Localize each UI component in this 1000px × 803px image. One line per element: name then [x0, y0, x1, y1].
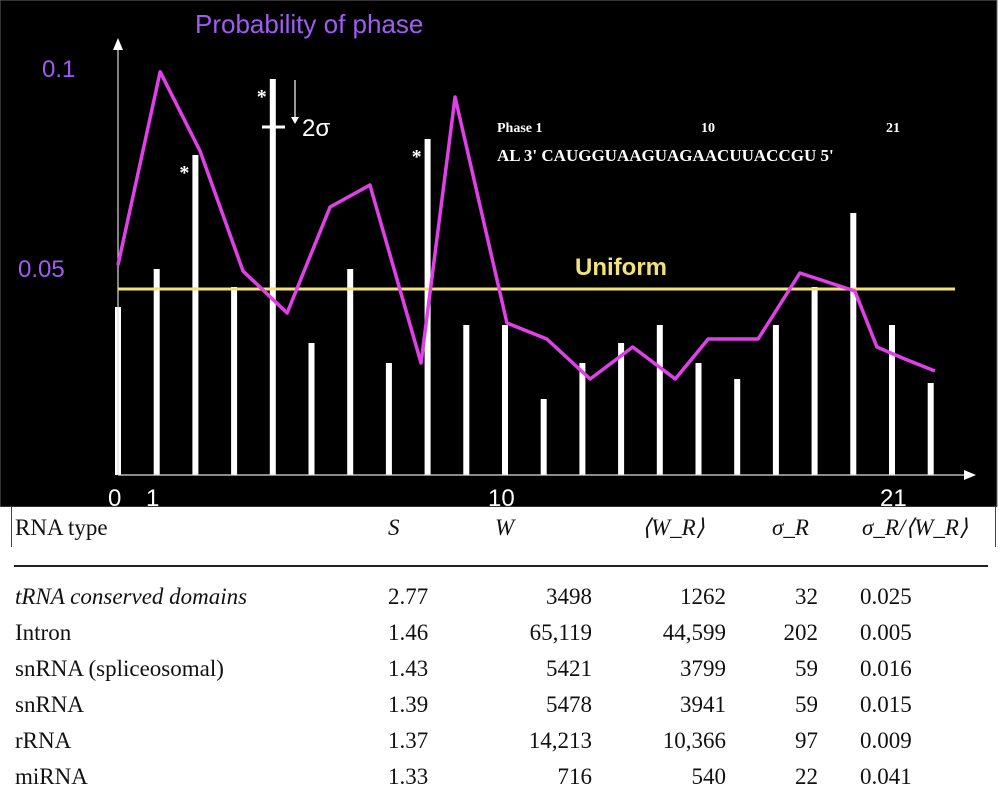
- table-cell: 716: [557, 764, 593, 789]
- table-cell: 59: [795, 692, 818, 717]
- x-tick-label: 0: [108, 485, 121, 507]
- phase-label: Phase 1: [497, 121, 543, 136]
- sequence-label: AL 3' CAUGGUAAGUAGAACUUACCGU 5': [497, 146, 834, 165]
- table-cell: 59: [795, 656, 818, 681]
- table-cell: 1.37: [388, 728, 429, 753]
- table-cell: 97: [795, 728, 818, 753]
- probability-line: [116, 70, 936, 381]
- bar: [811, 287, 818, 475]
- significance-star: *: [257, 86, 267, 108]
- bar: [618, 343, 625, 475]
- header-rule: [14, 565, 988, 567]
- header-w: W: [495, 515, 515, 540]
- table-header: RNA type S W ⟨W_R⟩ σ_R σ_R/⟨W_R⟩: [0, 515, 1000, 545]
- table-row: snRNA (spliceosomal) 1.43 5421 3799 59 0.016: [0, 656, 1000, 686]
- bar: [695, 363, 702, 475]
- phase-10-label: 10: [701, 121, 715, 136]
- bar: [850, 213, 857, 475]
- table-row: Intron 1.46 65,119 44,599 202 0.005: [0, 620, 1000, 650]
- bar: [463, 325, 470, 475]
- table-cell: 202: [783, 620, 819, 645]
- bar: [579, 363, 586, 475]
- table-cell: 1.43: [388, 656, 429, 681]
- phase-21-label: 21: [886, 121, 900, 136]
- table-cell: 32: [795, 584, 818, 609]
- bar: [308, 343, 315, 475]
- sigma-arrowhead-icon: [291, 117, 299, 124]
- table-cell: snRNA: [15, 692, 85, 717]
- table-cell: 65,119: [529, 620, 592, 645]
- table-cell: 44,599: [662, 620, 726, 645]
- table-cell: 1.46: [388, 620, 429, 645]
- significance-star: *: [179, 162, 189, 184]
- phase-probability-chart: Probability of phase 0.1 0.05 Uniform * *…: [0, 0, 998, 507]
- sigma-label: 2σ: [302, 115, 330, 142]
- bar: [153, 269, 160, 475]
- rna-statistics-table: RNA type S W ⟨W_R⟩ σ_R σ_R/⟨W_R⟩ tRNA co…: [0, 507, 1000, 803]
- table-row: miRNA 1.33 716 540 22 0.041: [0, 764, 1000, 794]
- table-left-border: [11, 507, 12, 547]
- header-ratio: σ_R/⟨W_R⟩: [862, 515, 968, 540]
- y-tick-label: 0.05: [18, 256, 65, 283]
- bar: [927, 383, 934, 475]
- table-cell: 5478: [546, 692, 592, 717]
- x-tick-label: 21: [880, 485, 907, 507]
- table-row: snRNA 1.39 5478 3941 59 0.015: [0, 692, 1000, 722]
- table-cell: Intron: [15, 620, 72, 645]
- y-axis-arrow-icon: [113, 38, 123, 50]
- table-cell: 0.016: [860, 656, 912, 681]
- bar: [540, 399, 547, 475]
- bar: [656, 325, 663, 475]
- table-cell: 3941: [680, 692, 726, 717]
- table-row: rRNA 1.37 14,213 10,366 97 0.009: [0, 728, 1000, 758]
- table-cell: 0.041: [860, 764, 912, 789]
- table-cell: 22: [795, 764, 818, 789]
- x-tick-label: 1: [146, 485, 159, 507]
- header-rna-type: RNA type: [15, 515, 108, 540]
- table-cell: 5421: [546, 656, 592, 681]
- bar: [269, 79, 276, 475]
- x-tick-label: 10: [488, 485, 515, 507]
- table-cell: 540: [691, 764, 727, 789]
- bar: [502, 325, 508, 475]
- table-cell: 0.015: [860, 692, 912, 717]
- table-right-border: [995, 507, 996, 547]
- table-cell: 10,366: [662, 728, 726, 753]
- table-cell: 0.025: [860, 584, 912, 609]
- table-cell: 1.39: [388, 692, 429, 717]
- bar: [385, 363, 392, 475]
- bar: [231, 287, 238, 475]
- chart-background: [0, 0, 998, 507]
- table-cell: 3799: [680, 656, 726, 681]
- table-cell: 14,213: [528, 728, 592, 753]
- table-cell: 2.77: [388, 584, 429, 609]
- bar: [734, 379, 741, 475]
- y-tick-label: 0.1: [42, 56, 75, 83]
- table-cell: 1.33: [388, 764, 429, 789]
- table-cell: tRNA conserved domains: [15, 584, 248, 609]
- header-wr: ⟨W_R⟩: [642, 515, 705, 540]
- bar: [347, 269, 354, 475]
- chart-title: Probability of phase: [195, 9, 423, 39]
- x-axis-arrow-icon: [964, 470, 976, 480]
- table-cell: 1262: [680, 584, 726, 609]
- table-row: tRNA conserved domains 2.77 3498 1262 32 0.02…: [0, 584, 1000, 614]
- table-cell: rRNA: [15, 728, 72, 753]
- table-cell: miRNA: [15, 764, 88, 789]
- table-cell: 0.009: [860, 728, 912, 753]
- bar: [889, 325, 895, 475]
- table-cell: 0.005: [860, 620, 912, 645]
- significance-star: *: [412, 146, 422, 168]
- uniform-label: Uniform: [575, 254, 667, 281]
- table-cell: snRNA (spliceosomal): [15, 656, 224, 681]
- bar: [192, 155, 199, 475]
- table-cell: 3498: [546, 584, 592, 609]
- header-sigma: σ_R: [772, 515, 809, 540]
- header-s: S: [388, 515, 400, 540]
- bar: [772, 325, 779, 475]
